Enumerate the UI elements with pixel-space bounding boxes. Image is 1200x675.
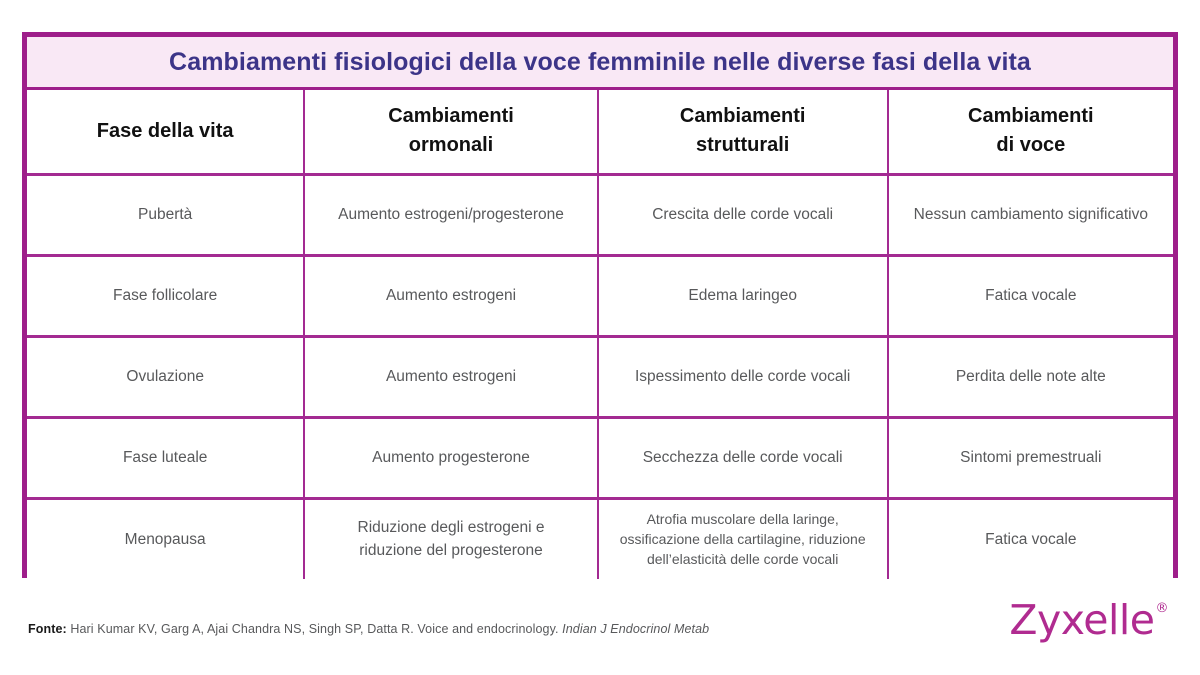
logo-text: Zyxelle xyxy=(1009,596,1155,644)
cell-voce: Sintomi premestruali xyxy=(886,415,1173,500)
cell-strutturali: Secchezza delle corde vocali xyxy=(596,415,889,500)
source-label: Fonte: xyxy=(28,622,67,636)
voice-changes-table: Fase della vita Cambiamenti ormonali Cam… xyxy=(27,90,1173,579)
cell-ormonali: Aumento estrogeni xyxy=(303,253,599,338)
cell-ormonali: Aumento estrogeni xyxy=(303,334,599,419)
cell-fase: Ovulazione xyxy=(27,334,306,419)
cell-strutturali: Crescita delle corde vocali xyxy=(596,172,889,257)
cell-ormonali: Riduzione degli estrogeni e riduzione de… xyxy=(303,496,599,579)
cell-ormonali: Aumento estrogeni/progesterone xyxy=(303,172,599,257)
cell-fase: Fase follicolare xyxy=(27,253,306,338)
column-header-cambiamenti-di-voce: Cambiamenti di voce xyxy=(886,90,1173,176)
title-bar: Cambiamenti fisiologici della voce femmi… xyxy=(27,37,1173,90)
source-note: Fonte: Hari Kumar KV, Garg A, Ajai Chand… xyxy=(28,622,709,636)
table-row-fase-follicolare: Fase follicolare Aumento estrogeni Edema… xyxy=(27,253,1173,338)
source-text: Hari Kumar KV, Garg A, Ajai Chandra NS, … xyxy=(66,622,563,636)
cell-voce: Fatica vocale xyxy=(886,496,1173,579)
cell-voce: Perdita delle note alte xyxy=(886,334,1173,419)
column-header-cambiamenti-strutturali: Cambiamenti strutturali xyxy=(596,90,889,176)
cell-strutturali: Ispessimento delle corde vocali xyxy=(596,334,889,419)
table-row-menopausa: Menopausa Riduzione degli estrogeni e ri… xyxy=(27,496,1173,579)
cell-voce: Nessun cambiamento significativo xyxy=(886,172,1173,257)
zyxelle-logo: Zyxelle® xyxy=(1009,596,1168,644)
cell-fase: Pubertà xyxy=(27,172,306,257)
registered-mark-icon: ® xyxy=(1155,601,1169,616)
column-header-cambiamenti-ormonali: Cambiamenti ormonali xyxy=(303,90,599,176)
cell-strutturali: Edema laringeo xyxy=(596,253,889,338)
table-row-puberta: Pubertà Aumento estrogeni/progesterone C… xyxy=(27,172,1173,257)
page-title: Cambiamenti fisiologici della voce femmi… xyxy=(169,47,1031,76)
table-header-row: Fase della vita Cambiamenti ormonali Cam… xyxy=(27,90,1173,176)
cell-ormonali: Aumento progesterone xyxy=(303,415,599,500)
cell-fase: Menopausa xyxy=(27,496,306,579)
table-row-fase-luteale: Fase luteale Aumento progesterone Secche… xyxy=(27,415,1173,500)
cell-strutturali: Atrofia muscolare della laringe, ossific… xyxy=(596,496,889,579)
table-frame: Cambiamenti fisiologici della voce femmi… xyxy=(22,32,1178,579)
cell-fase: Fase luteale xyxy=(27,415,306,500)
column-header-fase-della-vita: Fase della vita xyxy=(27,90,306,176)
cell-voce: Fatica vocale xyxy=(886,253,1173,338)
table-row-ovulazione: Ovulazione Aumento estrogeni Ispessiment… xyxy=(27,334,1173,419)
source-journal: Indian J Endocrinol Metab xyxy=(562,622,710,636)
